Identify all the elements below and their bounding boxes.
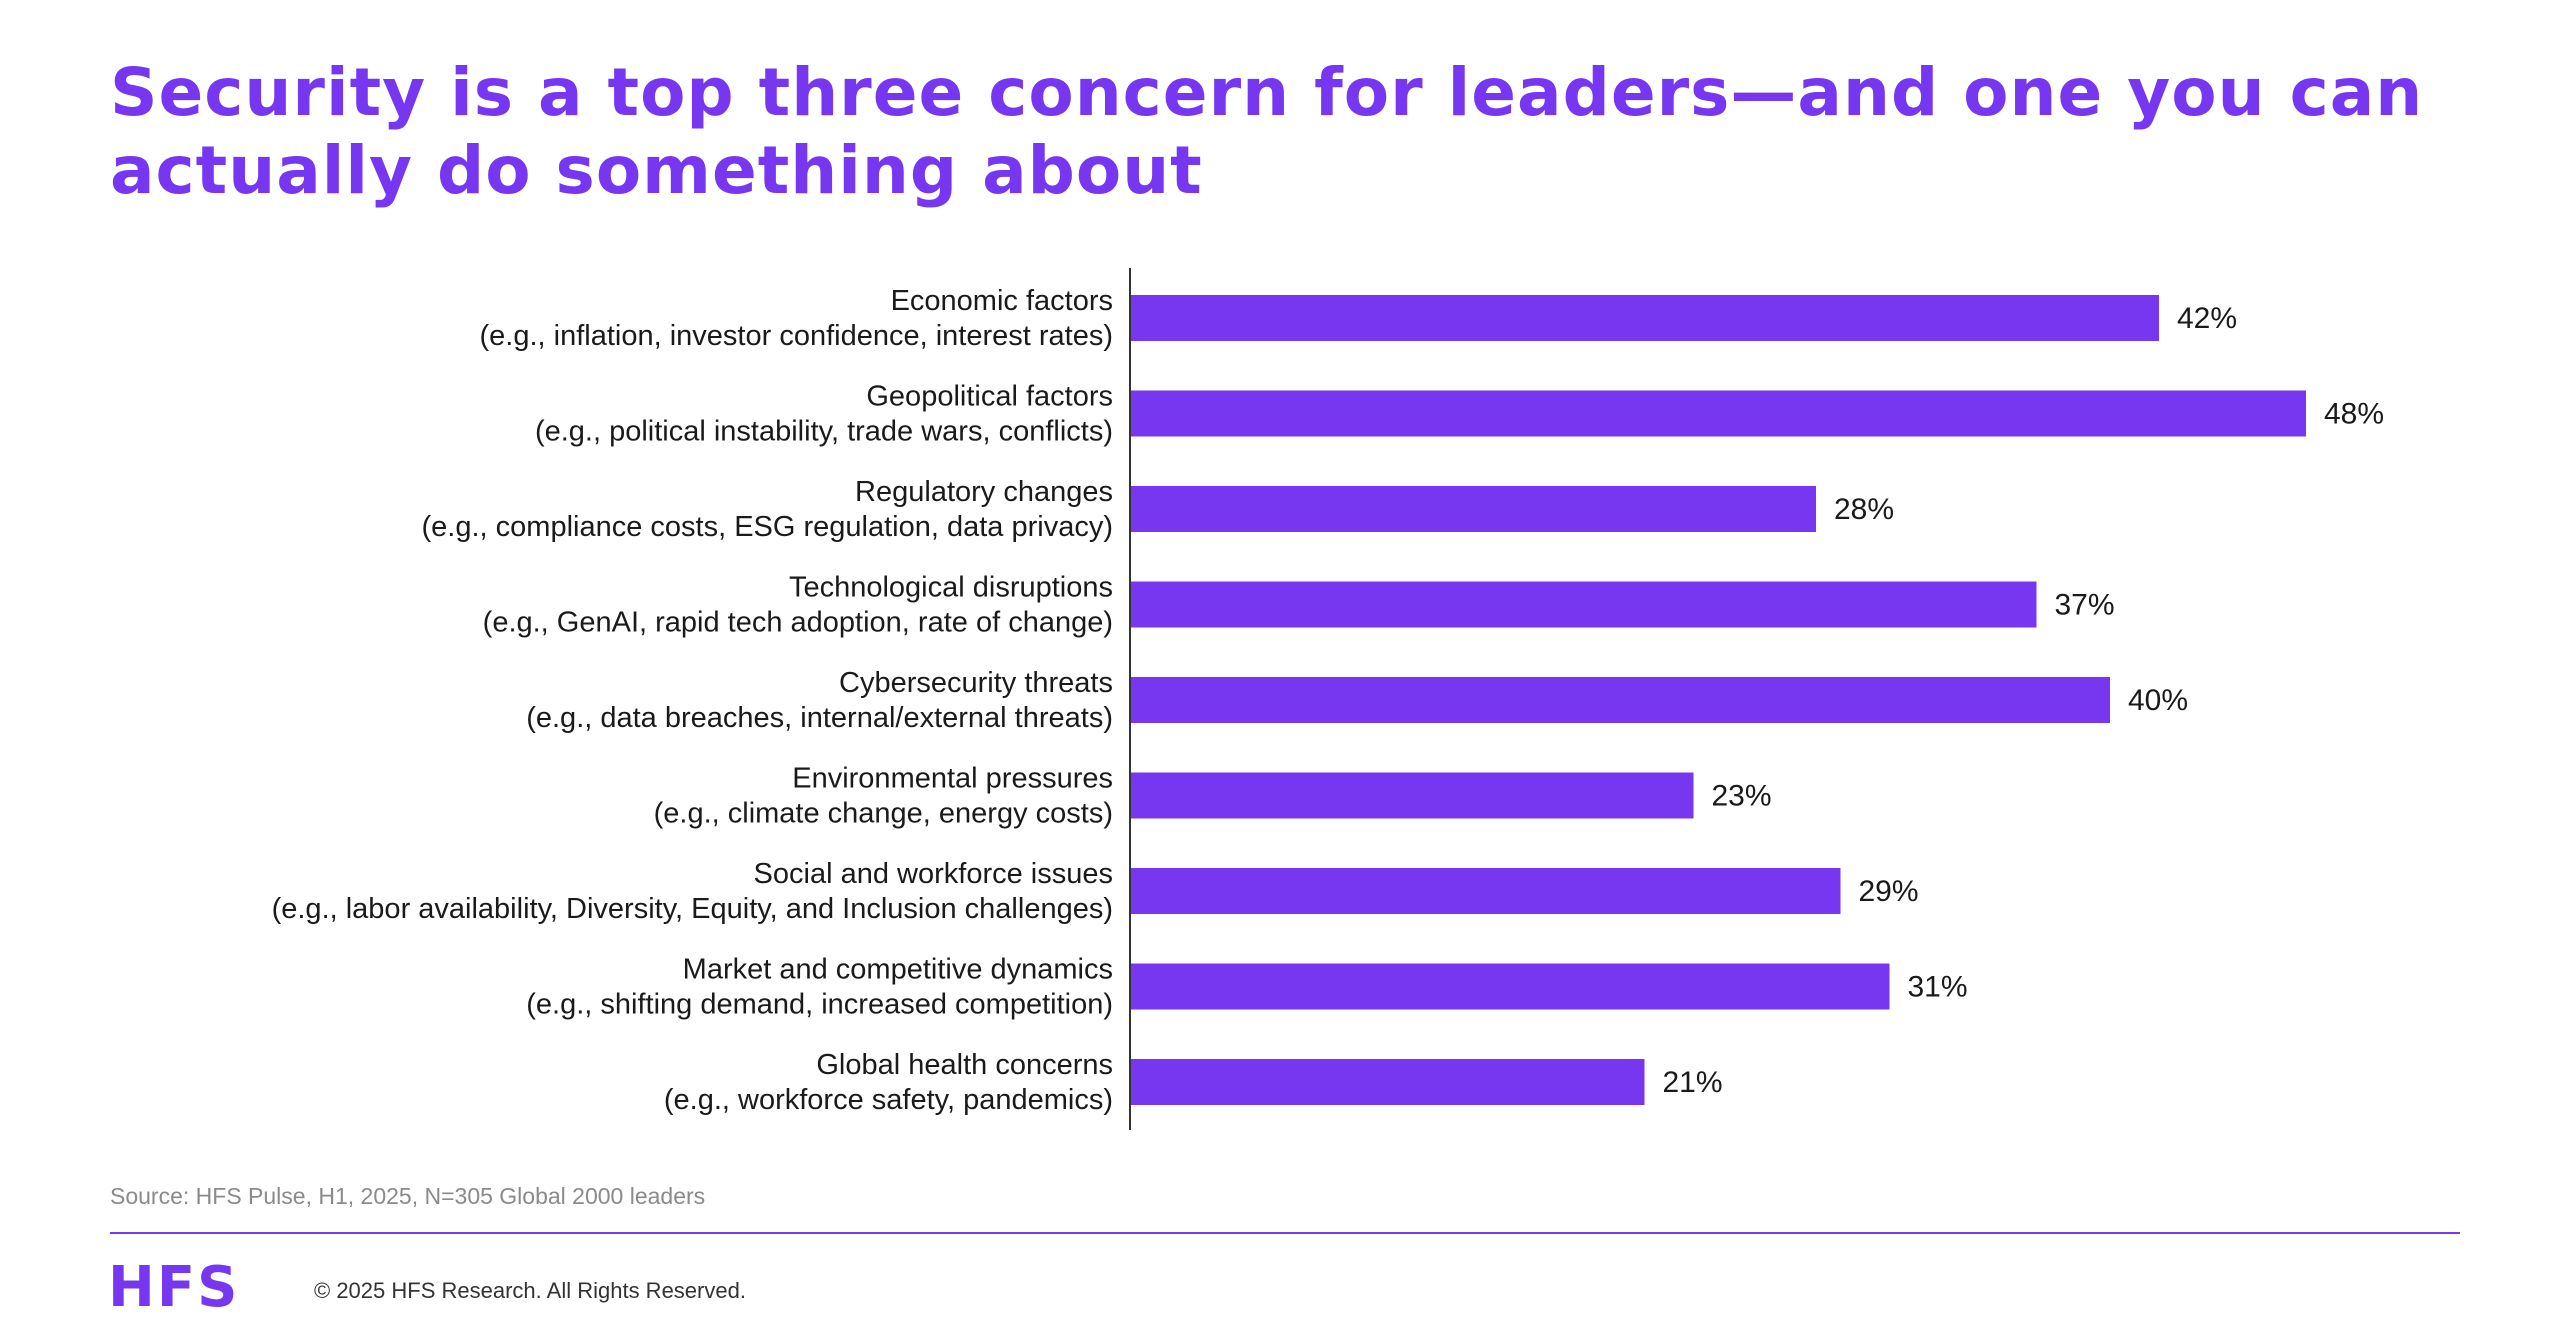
data-label: 31% [1908,971,1968,1004]
category-label: Regulatory changes [855,476,1113,508]
category-label: Social and workforce issues [754,858,1113,890]
bar [1130,390,2306,437]
category-label: Environmental pressures [792,763,1113,795]
category-sublabel: (e.g., compliance costs, ESG regulation,… [422,511,1113,543]
category-sublabel: (e.g., workforce safety, pandemics) [664,1084,1113,1116]
category-sublabel: (e.g., political instability, trade wars… [535,416,1113,448]
category-sublabel: (e.g., climate change, energy costs) [654,798,1113,830]
data-label: 40% [2128,684,2188,717]
hfs-logo: HFS [108,1255,240,1320]
data-label: 37% [2055,589,2115,622]
footer-divider [110,1232,2460,1234]
category-label: Global health concerns [816,1049,1113,1081]
category-sublabel: (e.g., labor availability, Diversity, Eq… [272,893,1113,925]
data-label: 23% [1712,780,1772,813]
bar [1130,963,1890,1010]
data-label: 28% [1834,493,1894,526]
bar [1130,868,1841,914]
bar [1130,295,2159,341]
data-label: 48% [2324,398,2384,431]
category-label: Economic factors [891,285,1113,317]
bar [1130,581,2037,628]
category-label: Cybersecurity threats [839,667,1113,699]
bar [1130,677,2110,723]
data-label: 42% [2177,302,2237,335]
category-label: Geopolitical factors [866,381,1113,413]
bar [1130,486,1816,532]
category-label: Market and competitive dynamics [683,954,1113,986]
copyright-text: © 2025 HFS Research. All Rights Reserved… [314,1278,746,1303]
bar [1130,772,1694,819]
category-sublabel: (e.g., shifting demand, increased compet… [526,989,1113,1021]
category-label: Technological disruptions [789,572,1113,604]
data-label: 21% [1663,1066,1723,1099]
bar [1130,1059,1645,1105]
category-sublabel: (e.g., GenAI, rapid tech adoption, rate … [483,607,1113,639]
chart-title: Security is a top three concern for lead… [110,54,2424,209]
source-note: Source: HFS Pulse, H1, 2025, N=305 Globa… [110,1183,706,1209]
data-label: 29% [1859,875,1919,908]
category-sublabel: (e.g., inflation, investor confidence, i… [480,320,1113,352]
category-sublabel: (e.g., data breaches, internal/external … [526,702,1113,734]
